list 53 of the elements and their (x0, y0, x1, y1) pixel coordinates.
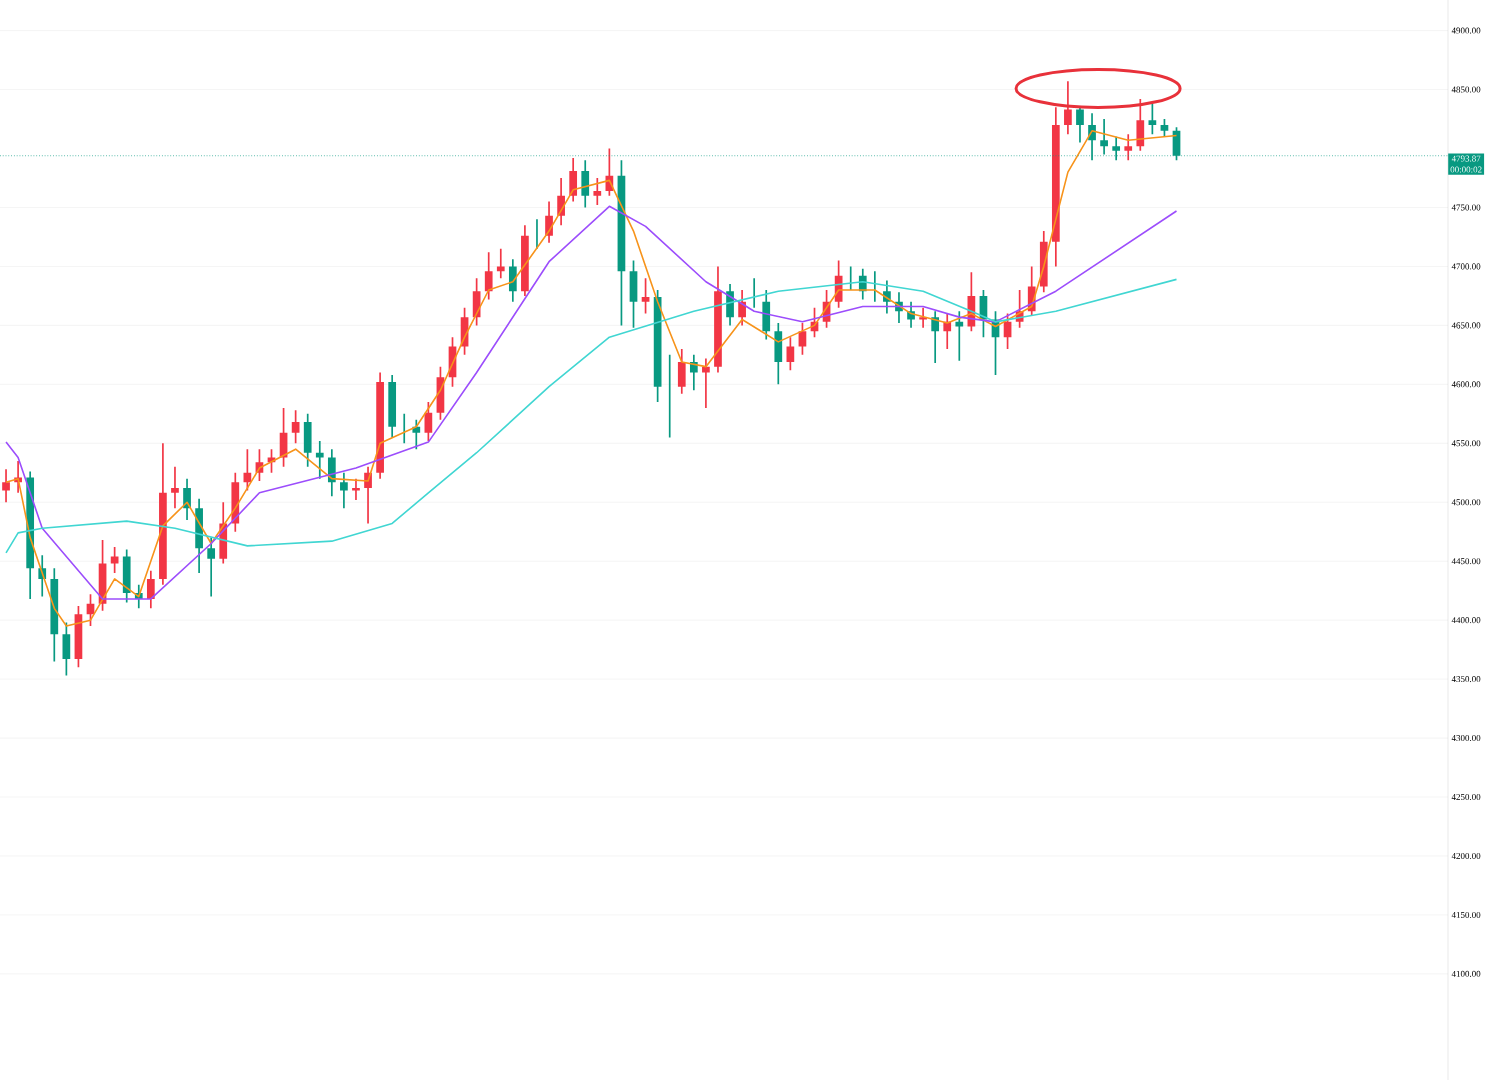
candlestick (171, 466, 179, 509)
candlestick (569, 157, 578, 202)
y-tick-label: 4450.00 (1451, 558, 1481, 565)
candlestick (388, 374, 397, 438)
candlestick (533, 219, 541, 249)
text: 00:00:02 (1450, 166, 1482, 173)
line-series (5, 278, 1178, 554)
candlestick (955, 311, 964, 361)
y-tick-label: 4600.00 (1451, 381, 1481, 388)
candlestick (159, 443, 167, 585)
candlestick (1124, 134, 1133, 161)
y-tick-label: 4550.00 (1451, 440, 1481, 447)
candlestick (50, 568, 59, 662)
candlestick (762, 290, 771, 340)
y-tick-label: 4150.00 (1451, 911, 1481, 918)
line-series (5, 130, 1178, 627)
candlestick (702, 358, 710, 408)
y-tick-label: 4100.00 (1451, 970, 1481, 977)
candlestick (508, 259, 517, 302)
candlestick (714, 266, 722, 373)
y-tick-label: 4900.00 (1451, 27, 1481, 34)
ref-line-label: 4793.87 (1451, 155, 1481, 162)
candlestick (183, 478, 191, 520)
candlestick (376, 372, 384, 479)
candlestick (677, 348, 686, 394)
y-tick-label: 4750.00 (1451, 204, 1481, 211)
candlestick (2, 469, 10, 503)
candlestick (581, 160, 590, 208)
y-tick-label: 4500.00 (1451, 499, 1481, 506)
candlestick (1076, 106, 1084, 143)
candlestick (352, 478, 360, 500)
line-series (5, 205, 1178, 600)
y-tick-label: 4400.00 (1451, 617, 1481, 624)
candlestick (340, 472, 348, 509)
y-tick-label: 4250.00 (1451, 793, 1481, 801)
candlestick (496, 248, 505, 279)
candlestick (122, 549, 131, 603)
y-tick-label: 4200.00 (1451, 852, 1481, 860)
candlestick (689, 354, 698, 391)
candlestick (303, 413, 312, 467)
candlestick (484, 252, 493, 300)
candlestick (207, 537, 216, 597)
candlestick (521, 225, 529, 296)
candlestick (315, 440, 324, 479)
y-tick-label: 4300.00 (1451, 735, 1481, 742)
y-tick-label: 4700.00 (1451, 263, 1481, 270)
y-tick-label: 4650.00 (1451, 322, 1481, 329)
candlestick (593, 177, 602, 206)
candlestick (931, 311, 940, 364)
y-tick-label: 4850.00 (1451, 86, 1481, 93)
candlestick (146, 570, 155, 609)
y-tick-label: 4350.00 (1451, 676, 1481, 683)
candlestick (774, 323, 783, 385)
